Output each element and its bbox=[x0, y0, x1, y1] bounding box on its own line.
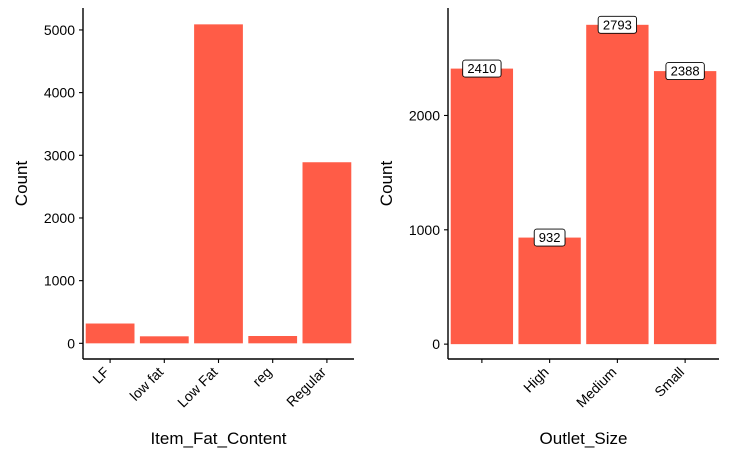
bar-1-3 bbox=[653, 71, 717, 345]
data-label-text-1-0: 2410 bbox=[467, 61, 496, 76]
x-tick-label-0-3: reg bbox=[249, 364, 275, 390]
y-tick-label-0-0: 0 bbox=[67, 335, 75, 351]
x-tick-label-0-2: Low Fat bbox=[174, 364, 221, 411]
bar-1-1 bbox=[518, 237, 581, 345]
y-tick-label-0-3: 3000 bbox=[44, 147, 75, 163]
bar-0-0 bbox=[85, 323, 135, 344]
x-tick-label-1-1: High bbox=[520, 364, 552, 396]
y-tick-label-0-4: 4000 bbox=[44, 85, 75, 101]
bar-0-4 bbox=[302, 162, 352, 344]
y-tick-label-1-1: 1000 bbox=[409, 222, 440, 238]
data-label-text-1-1: 932 bbox=[539, 230, 561, 245]
data-label-1-2: 2793 bbox=[597, 15, 638, 34]
y-axis-title-1: Count bbox=[377, 161, 396, 207]
y-tick-label-1-2: 2000 bbox=[409, 107, 440, 123]
y-tick-label-1-0: 0 bbox=[432, 336, 440, 352]
outlet-size-chart: 2410 932 2793 2388 0 1000 2000 High Medium Small C… bbox=[377, 8, 719, 448]
x-tick-label-0-0: LF bbox=[89, 364, 112, 387]
y-axis-title-0: Count bbox=[12, 161, 31, 207]
bar-0-2 bbox=[194, 24, 243, 344]
x-tick-label-1-3: Small bbox=[651, 364, 687, 400]
x-tick-label-0-4: Regular bbox=[283, 364, 329, 410]
fat-content-chart: 0 1000 2000 3000 4000 5000 LF low fat Low Fat reg… bbox=[12, 8, 354, 448]
x-tick-label-0-1: low fat bbox=[126, 364, 166, 404]
data-label-text-1-2: 2793 bbox=[603, 17, 632, 32]
data-label-1-0: 2410 bbox=[462, 59, 502, 78]
x-axis-title-1: Outlet_Size bbox=[540, 429, 628, 448]
x-axis-title-0: Item_Fat_Content bbox=[150, 429, 286, 448]
y-tick-label-0-5: 5000 bbox=[44, 22, 75, 38]
bar-1-2 bbox=[586, 24, 649, 345]
bar-1-0 bbox=[450, 68, 514, 345]
bar-0-1 bbox=[139, 336, 189, 344]
y-tick-label-0-2: 2000 bbox=[44, 210, 75, 226]
bar-0-3 bbox=[248, 336, 298, 344]
data-label-text-1-3: 2388 bbox=[671, 64, 700, 79]
x-tick-label-1-2: Medium bbox=[573, 364, 620, 411]
y-tick-label-0-1: 1000 bbox=[44, 273, 75, 289]
data-label-1-1: 932 bbox=[533, 228, 566, 247]
data-label-1-3: 2388 bbox=[665, 62, 705, 81]
